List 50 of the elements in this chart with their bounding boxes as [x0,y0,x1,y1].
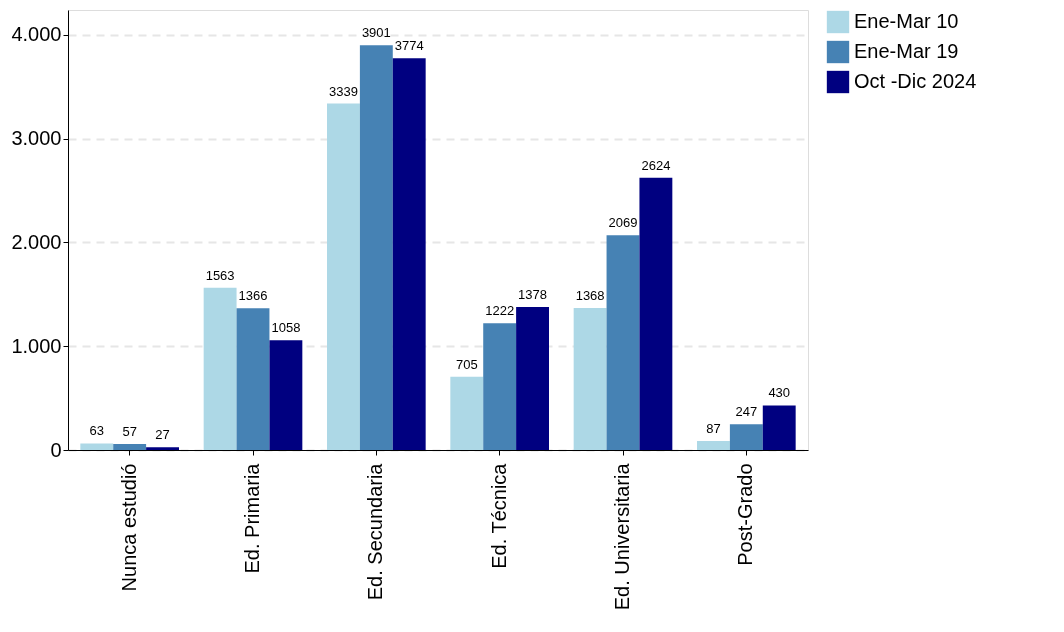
bar [573,308,607,450]
x-tick-label: Ed. Universitaria [611,462,633,611]
data-label: 63 [89,423,105,439]
bar [483,323,517,450]
bar [203,287,237,450]
data-label: 1366 [238,288,268,304]
data-label: 247 [735,404,758,420]
x-tick-label: Ed. Técnica [487,462,510,569]
data-label: 1058 [271,320,301,336]
data-label: 3339 [328,83,358,99]
data-label: 1222 [485,303,515,319]
x-tick-label: Nunca estudió [117,463,140,592]
y-tick-label: 2.000 [11,230,62,253]
bar [606,235,640,450]
data-label: 705 [455,356,478,372]
bar [697,440,730,450]
y-tick-label: 4.000 [11,23,62,46]
data-label: 57 [122,424,137,440]
legend-label: Oct -Dic 2024 [854,70,977,92]
bar [392,58,426,450]
bar [236,308,270,450]
y-tick-label: 3.000 [11,127,62,150]
legend-label: Ene-Mar 10 [854,10,959,32]
y-tick-label: 1.000 [11,334,62,357]
data-label: 1563 [205,267,235,283]
x-tick-label: Ed. Secundaria [364,462,387,601]
bar [146,447,179,450]
bar [450,376,484,450]
bar [729,424,763,450]
x-tick-label: Ed. Primaria [241,462,263,574]
bar [327,103,360,450]
data-label: 2069 [608,215,638,231]
data-label: 3774 [394,38,424,54]
x-tick-label: Post-Grado [734,463,757,566]
data-label: 430 [768,385,791,401]
y-tick-label: 0 [50,438,62,461]
bar [80,443,114,450]
legend-label: Ene-Mar 19 [854,40,959,62]
data-label: 27 [155,427,170,443]
bar [113,444,147,450]
bar [516,307,549,450]
data-label: 1378 [518,287,548,302]
bar [639,177,673,450]
bar [359,45,393,450]
data-label: 3901 [361,25,391,41]
data-label: 87 [706,420,721,436]
bar [762,405,796,450]
bar [269,340,303,450]
data-label: 1368 [575,288,605,304]
data-label: 2624 [641,157,671,173]
